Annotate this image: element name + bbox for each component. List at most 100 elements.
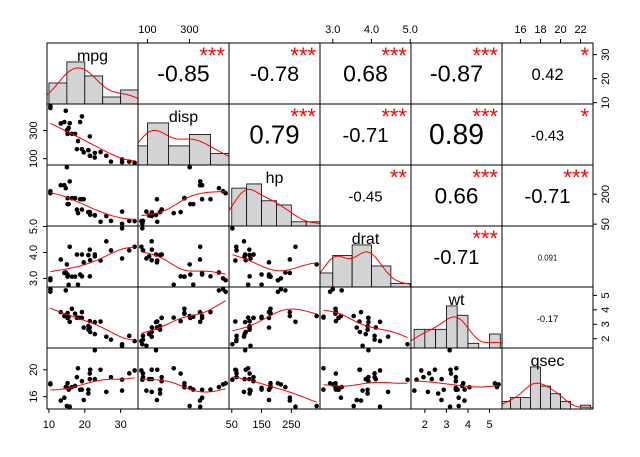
y-tick-label: 20: [28, 364, 40, 376]
histogram-bar: [210, 153, 229, 165]
panel: [321, 348, 410, 409]
point: [208, 309, 213, 315]
point: [432, 367, 438, 372]
point: [419, 368, 424, 373]
point: [278, 382, 284, 387]
point: [336, 315, 341, 321]
point: [171, 282, 177, 287]
point: [247, 371, 252, 376]
point: [321, 387, 326, 392]
point: [63, 288, 69, 293]
point: [75, 138, 81, 144]
point: [92, 150, 98, 156]
panel: [230, 348, 319, 409]
point: [108, 159, 114, 164]
point: [149, 213, 155, 219]
point: [357, 367, 363, 372]
x-tick-label: 10: [43, 419, 55, 431]
point: [86, 391, 91, 396]
histogram-bar: [120, 89, 138, 104]
point: [287, 270, 293, 276]
point: [87, 274, 93, 279]
significance-stars: **: [390, 165, 408, 190]
point: [448, 367, 453, 373]
point: [69, 306, 75, 312]
histogram-bar: [332, 255, 353, 287]
histogram-bar: [371, 265, 392, 287]
point: [377, 404, 383, 409]
point: [119, 209, 125, 214]
point: [287, 398, 293, 403]
density-line: [502, 382, 593, 408]
x-tick-label: 100: [138, 24, 156, 36]
point: [92, 155, 98, 160]
point: [154, 260, 160, 265]
point: [366, 378, 371, 384]
point: [266, 309, 272, 315]
point: [321, 365, 326, 371]
point: [171, 210, 177, 216]
point: [72, 274, 78, 279]
point: [187, 262, 192, 267]
smooth-line: [141, 191, 226, 217]
point: [314, 403, 319, 409]
point: [87, 367, 93, 372]
point: [287, 309, 293, 315]
point: [104, 389, 109, 395]
point: [182, 310, 187, 316]
point: [119, 226, 125, 231]
panel: [320, 244, 411, 287]
point: [66, 282, 71, 287]
point: [108, 374, 114, 380]
point: [62, 119, 67, 125]
point: [87, 329, 93, 335]
point: [208, 196, 213, 202]
x-tick-label: 150: [252, 419, 270, 431]
correlation-value: -0.17: [537, 313, 558, 324]
point: [234, 248, 239, 253]
point: [333, 387, 339, 392]
variable-name: wt: [448, 292, 466, 309]
point: [48, 382, 53, 387]
point: [79, 309, 85, 315]
point: [358, 398, 364, 403]
density-line: [229, 188, 320, 224]
smooth-line: [323, 310, 408, 338]
point: [439, 376, 444, 382]
x-tick-label: 5: [486, 419, 492, 431]
y-tick-label: 200: [600, 185, 612, 203]
point: [283, 384, 288, 390]
point: [266, 260, 272, 265]
point: [425, 389, 431, 395]
histogram-bar: [435, 328, 447, 348]
point: [338, 395, 344, 401]
point: [354, 325, 360, 330]
point: [339, 288, 344, 293]
point: [266, 397, 272, 403]
point: [58, 398, 64, 403]
point: [87, 371, 93, 376]
point: [453, 385, 459, 391]
point: [75, 365, 81, 371]
point: [216, 384, 222, 390]
smooth-line: [50, 307, 135, 341]
smooth-line: [50, 246, 135, 273]
y-tick-label: 16: [28, 391, 40, 403]
point: [153, 319, 159, 325]
point: [220, 276, 226, 281]
significance-stars: ***: [472, 165, 498, 190]
point: [197, 244, 203, 250]
point: [79, 274, 85, 279]
point: [373, 376, 379, 382]
point: [92, 331, 98, 337]
point: [87, 153, 93, 159]
histogram-bar: [189, 134, 211, 165]
point: [448, 371, 454, 376]
point: [365, 387, 370, 393]
point: [154, 196, 160, 202]
point: [67, 319, 73, 325]
histogram-bar: [550, 393, 561, 409]
significance-stars: *: [580, 43, 589, 68]
y-tick-label: 3: [600, 321, 612, 327]
point: [65, 272, 70, 277]
